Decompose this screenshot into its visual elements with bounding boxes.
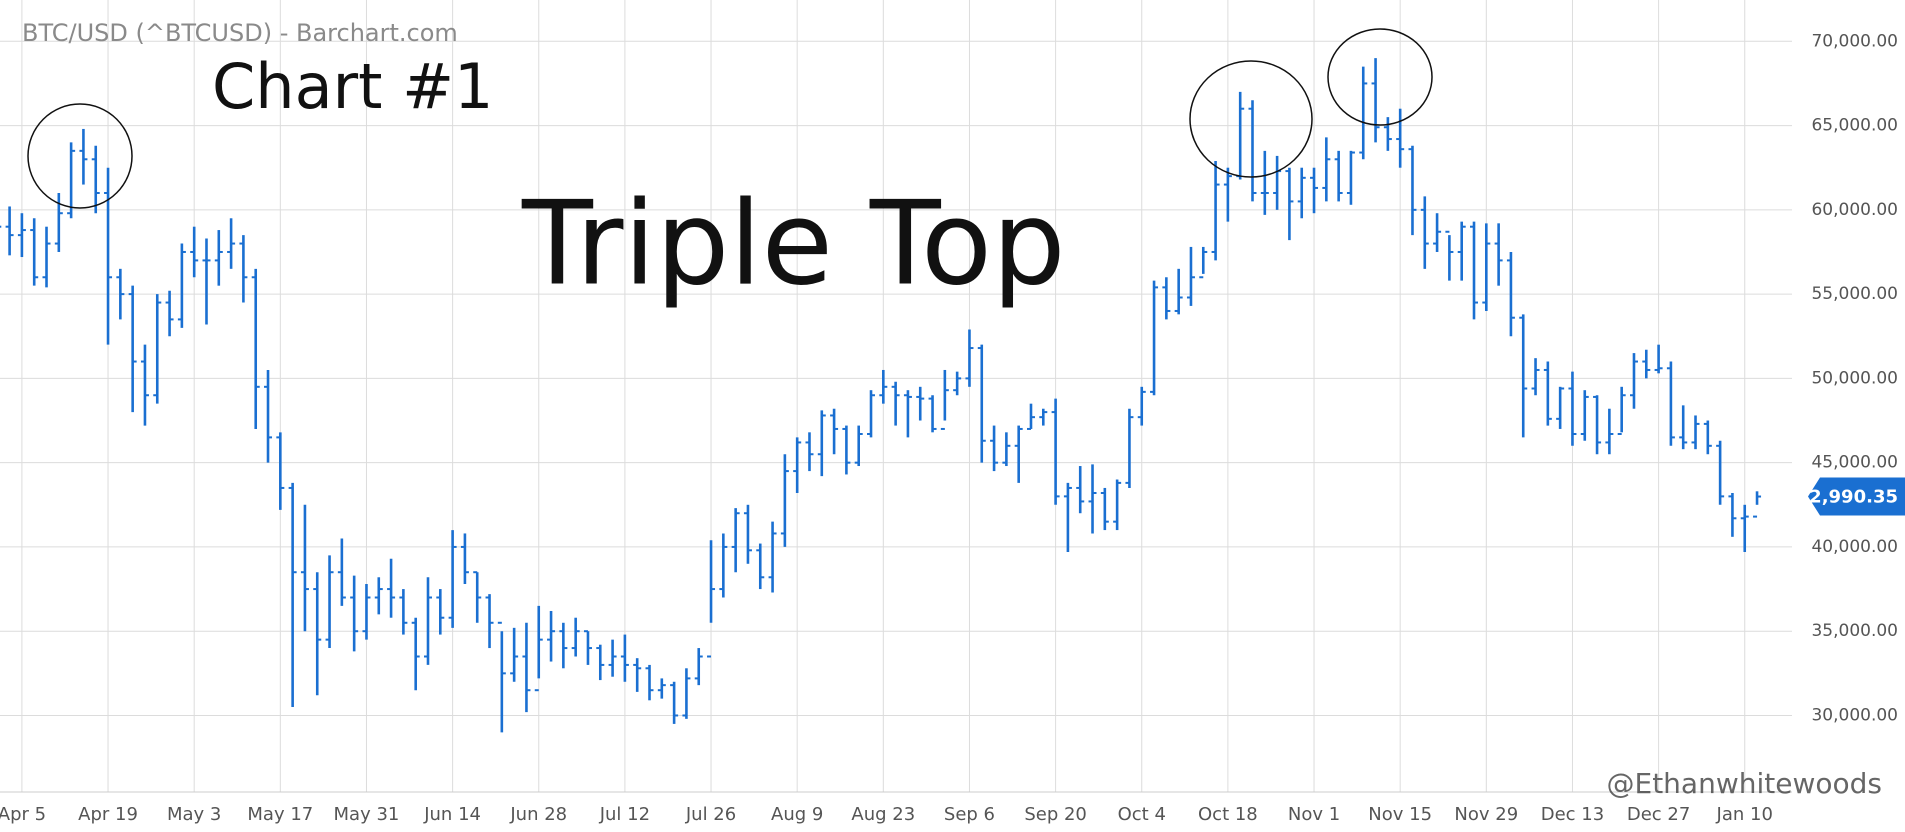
x-tick-label: Jul 26 [685, 804, 736, 825]
circle-annotation [1327, 28, 1433, 126]
x-tick-label: May 3 [167, 804, 221, 825]
y-tick-label: 45,000.00 [1811, 453, 1898, 473]
x-tick-label: Nov 29 [1454, 804, 1518, 825]
x-tick-label: Apr 5 [0, 804, 46, 825]
annotation: Chart #1 [212, 50, 493, 123]
x-tick-label: Nov 1 [1288, 804, 1340, 825]
x-tick-label: Dec 13 [1541, 804, 1604, 825]
y-tick-label: 40,000.00 [1811, 537, 1898, 557]
x-tick-label: Oct 4 [1118, 804, 1166, 825]
x-tick-label: Aug 23 [851, 804, 915, 825]
y-tick-label: 30,000.00 [1811, 705, 1898, 725]
x-tick-label: Jun 14 [423, 804, 481, 825]
x-tick-label: Sep 20 [1024, 804, 1087, 825]
x-tick-label: May 17 [247, 804, 313, 825]
last-price-label: 42,990.35 [1797, 487, 1898, 508]
x-tick-label: Nov 15 [1368, 804, 1432, 825]
x-tick-label: Jul 12 [599, 804, 650, 825]
x-tick-label: Apr 19 [78, 804, 138, 825]
chart-title: BTC/USD (^BTCUSD) - Barchart.com [22, 19, 458, 47]
x-tick-label: Aug 9 [771, 804, 823, 825]
x-tick-label: Jun 28 [509, 804, 567, 825]
watermark: @Ethanwhitewoods [1607, 767, 1882, 800]
circle-annotation [27, 103, 133, 209]
grid [0, 0, 1792, 792]
y-tick-label: 50,000.00 [1811, 368, 1898, 388]
x-tick-label: Sep 6 [944, 804, 995, 825]
last-price-tag [1808, 477, 1905, 516]
y-tick-label: 60,000.00 [1811, 200, 1898, 220]
x-tick-label: May 31 [334, 804, 400, 825]
annotation: Triple Top [521, 177, 1066, 312]
y-tick-label: 55,000.00 [1811, 284, 1898, 304]
bars [0, 58, 1762, 733]
x-tick-label: Dec 27 [1627, 804, 1690, 825]
x-tick-label: Jan 10 [1716, 804, 1773, 825]
y-tick-label: 35,000.00 [1811, 621, 1898, 641]
y-tick-label: 70,000.00 [1811, 31, 1898, 51]
x-tick-label: Oct 18 [1198, 804, 1258, 825]
circle-annotation [1189, 60, 1313, 178]
y-tick-label: 65,000.00 [1811, 116, 1898, 136]
